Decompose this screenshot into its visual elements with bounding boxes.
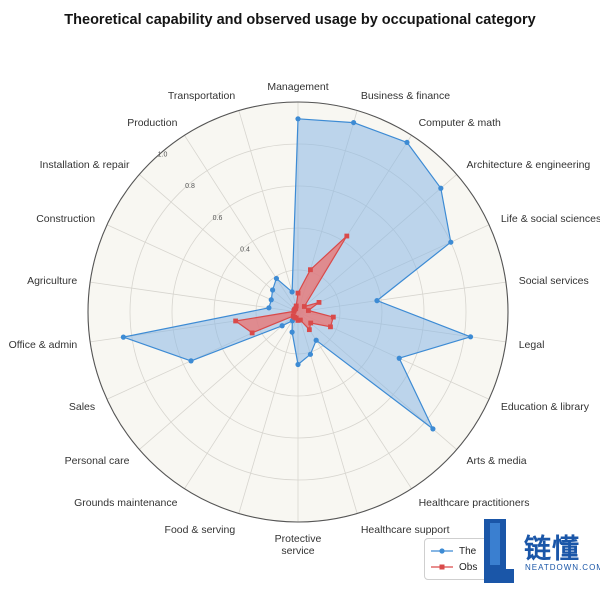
logo-l-icon: [484, 519, 514, 583]
data-point-series-2: [316, 300, 322, 305]
radial-tick-label: 0.8: [185, 183, 195, 190]
data-point-series-2: [306, 327, 312, 333]
category-label: Office & admin: [9, 339, 78, 351]
data-point-series-1: [273, 275, 280, 282]
radial-tick-label: 0.4: [240, 247, 250, 254]
category-label: Legal: [519, 339, 545, 351]
data-point-series-2: [233, 318, 239, 324]
data-point-series-1: [438, 185, 444, 191]
legend-item-series-2: Obs: [431, 560, 477, 574]
legend-swatch-circle-icon: [431, 545, 453, 557]
data-point-series-1: [120, 334, 126, 340]
plot-border: [87, 101, 509, 523]
data-point-series-1: [307, 351, 314, 357]
data-point-series-2: [344, 233, 350, 239]
category-label: Transportation: [168, 90, 235, 102]
legend-item-series-1: The: [431, 544, 476, 558]
watermark-subtext: NEATDOWN.COM: [525, 563, 600, 572]
data-point-series-1: [279, 323, 285, 329]
category-label: Management: [267, 81, 328, 93]
category-label: Food & serving: [165, 524, 236, 536]
legend-label-series-1: The: [459, 545, 477, 557]
category-label: Sales: [69, 401, 95, 413]
data-point-series-1: [448, 239, 454, 245]
radial-tick-label: 1.0: [158, 151, 168, 158]
category-label: Computer & math: [419, 117, 501, 129]
data-point-series-1: [396, 355, 402, 361]
data-point-series-1: [289, 329, 295, 335]
data-point-series-1: [188, 358, 194, 364]
category-label: Grounds maintenance: [74, 497, 177, 509]
category-label: Healthcare practitioners: [419, 497, 530, 509]
data-point-series-1: [266, 305, 272, 311]
watermark-text: 链懂: [524, 534, 580, 565]
data-point-series-1: [404, 139, 410, 146]
category-label: Social services: [519, 275, 589, 287]
data-point-series-1: [313, 337, 319, 343]
data-point-series-2: [305, 308, 311, 313]
data-point-series-1: [270, 287, 276, 293]
data-point-series-2: [295, 290, 301, 296]
category-label: Production: [127, 117, 177, 129]
data-point-series-1: [351, 119, 357, 126]
category-label: Education & library: [501, 401, 590, 413]
grid-spoke: [139, 311, 299, 450]
data-point-series-2: [330, 314, 336, 320]
category-label: Personal care: [65, 455, 130, 467]
data-point-series-1: [268, 297, 274, 303]
data-point-series-1: [374, 298, 380, 304]
radial-tick-label: 0.6: [213, 215, 223, 222]
grid-spoke: [106, 224, 299, 313]
category-label: Agriculture: [27, 275, 77, 287]
legend-label-series-2: Obs: [459, 561, 478, 573]
category-label: Architecture & engineering: [467, 159, 591, 171]
data-point-series-2: [328, 324, 333, 330]
grid-spoke: [184, 311, 299, 489]
category-label: Business & finance: [361, 90, 450, 102]
data-point-series-2: [308, 267, 313, 273]
grid-spoke: [90, 281, 299, 313]
category-label: Arts & media: [467, 455, 527, 467]
category-label: Life & social sciences: [501, 213, 600, 225]
legend-swatch-square-icon: [431, 561, 453, 573]
data-point-series-1: [289, 289, 295, 295]
category-label: Construction: [36, 213, 95, 225]
data-point-series-2: [308, 320, 314, 326]
data-point-series-1: [295, 361, 301, 368]
category-label: Healthcare support: [361, 524, 450, 536]
data-point-series-2: [249, 330, 255, 336]
data-point-series-1: [430, 426, 436, 432]
grid-spoke: [238, 311, 299, 514]
data-point-series-2: [293, 306, 299, 311]
category-label: Installation & repair: [40, 159, 130, 171]
category-label: Protective service: [275, 533, 322, 557]
grid-spoke: [238, 110, 299, 313]
data-point-series-1: [295, 116, 301, 122]
data-point-series-1: [467, 334, 474, 340]
data-point-series-2: [301, 304, 307, 309]
data-point-series-2: [293, 303, 299, 309]
chart-title: Theoretical capability and observed usag…: [64, 12, 536, 28]
data-point-series-2: [290, 313, 296, 319]
watermark-logo: 链懂 NEATDOWN.COM: [484, 519, 600, 590]
